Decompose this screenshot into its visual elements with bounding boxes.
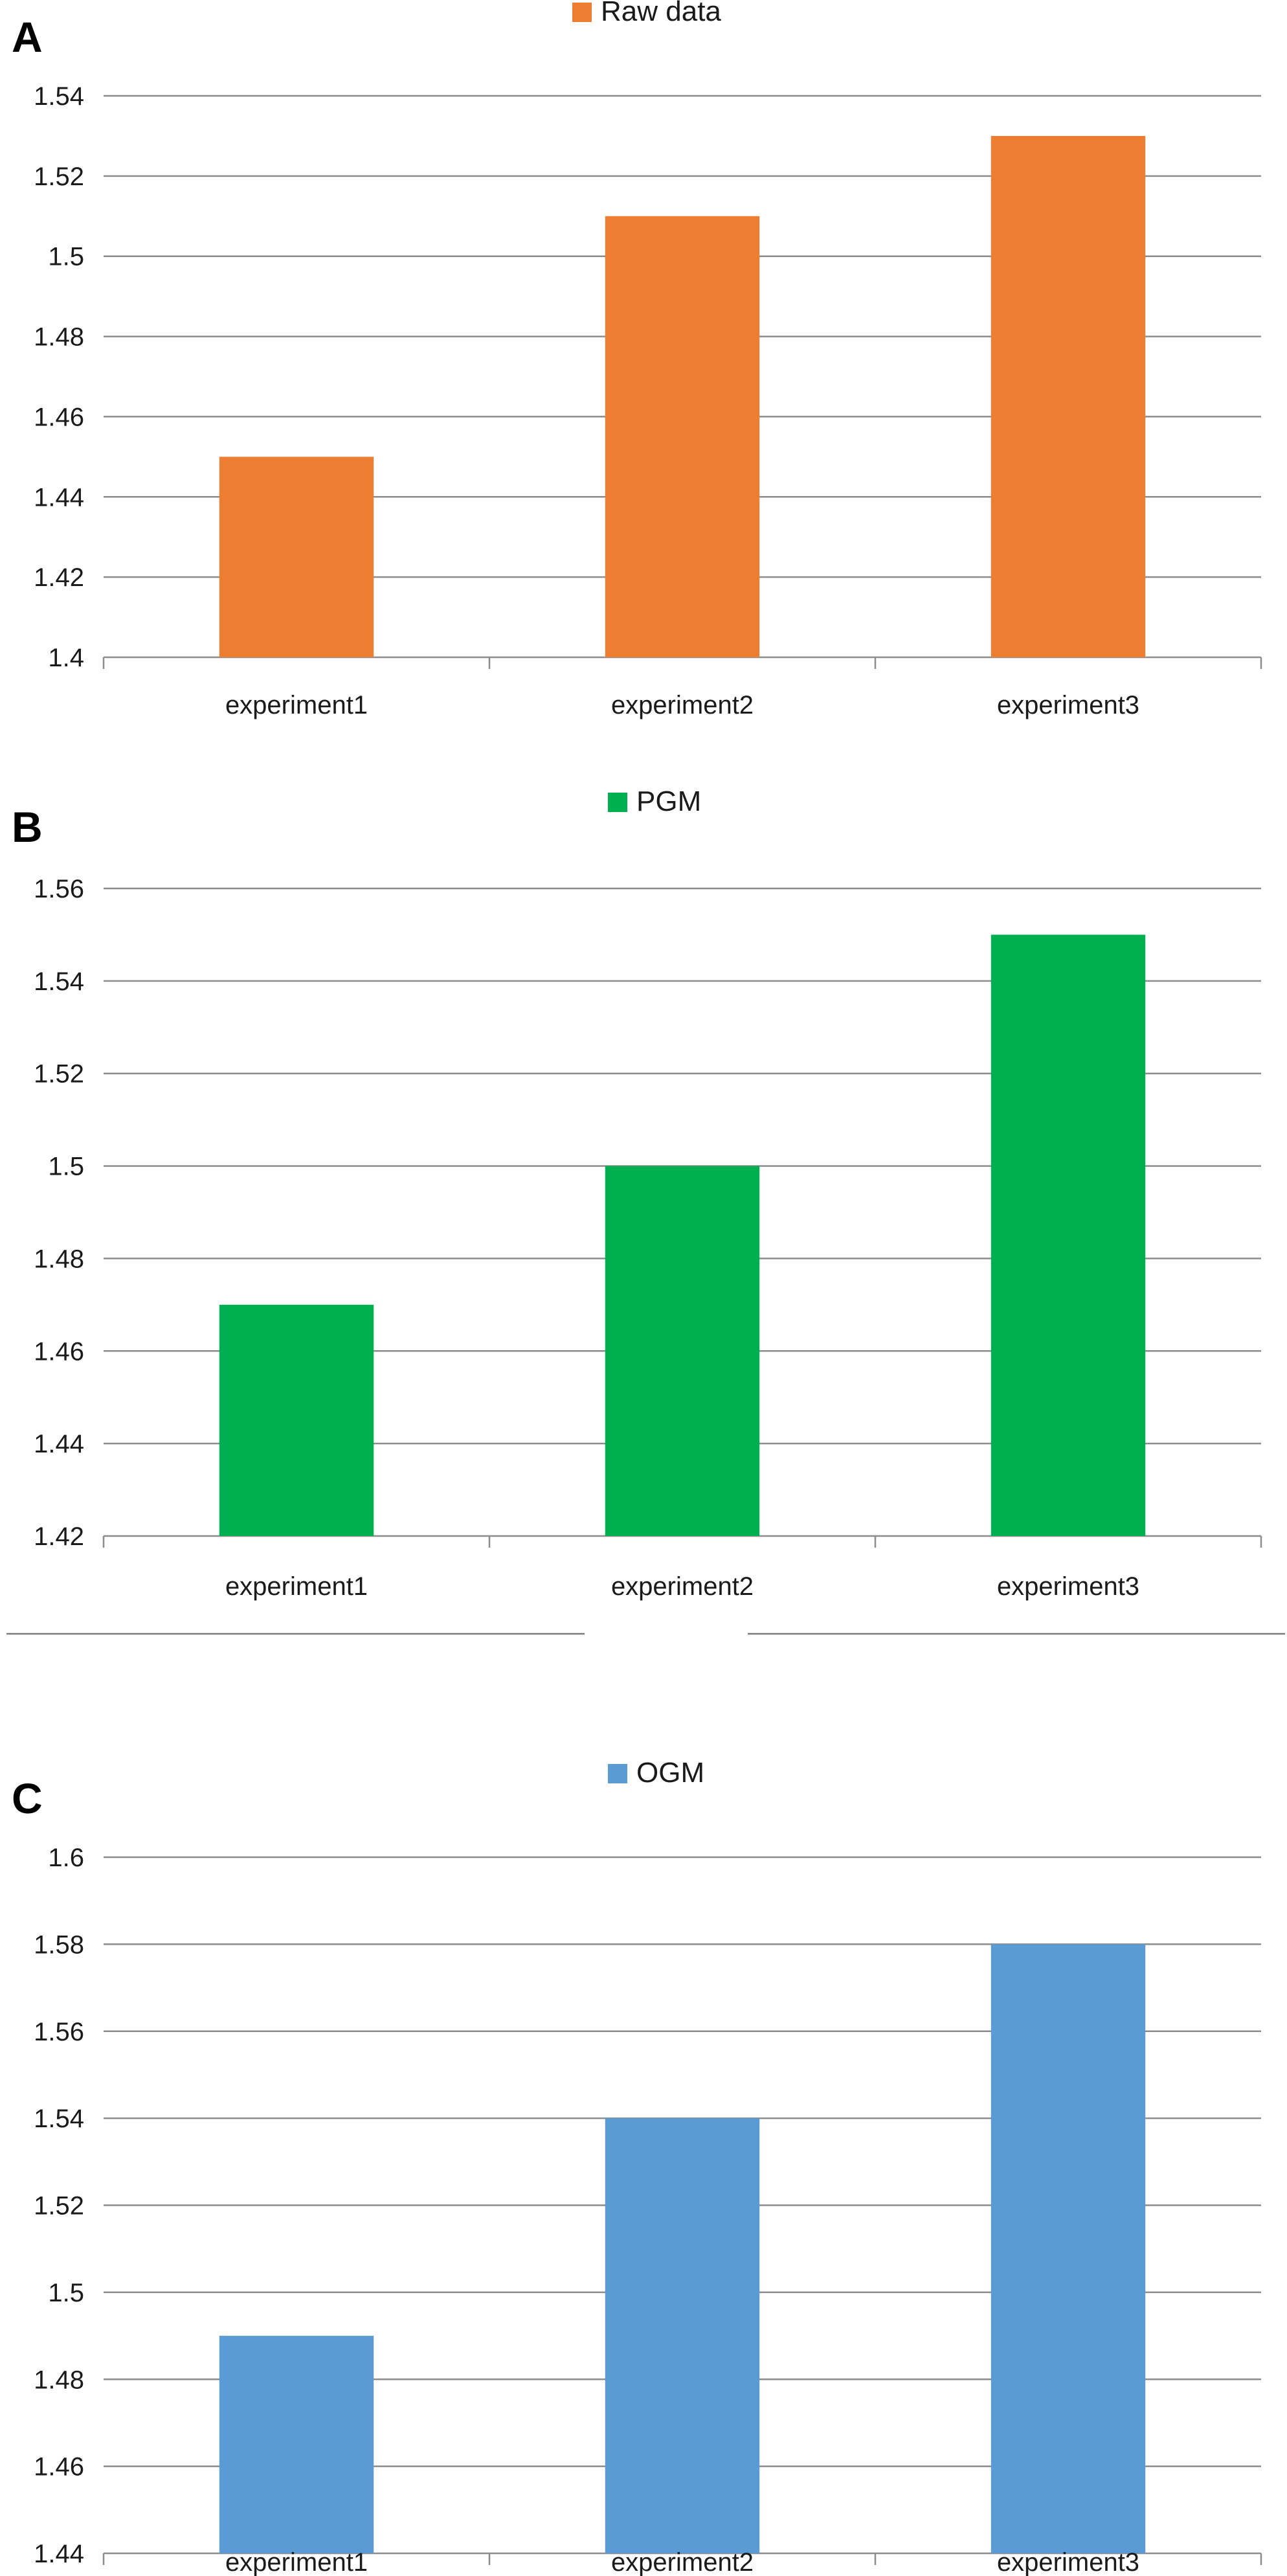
legend: Raw data [572, 0, 721, 27]
legend-label: OGM [636, 1757, 704, 1789]
y-tick-label: 1.56 [34, 2018, 84, 2046]
bar-experiment1 [219, 2336, 374, 2553]
panel-label: B [12, 803, 43, 851]
x-tick-label: experiment3 [997, 691, 1139, 719]
y-tick-label: 1.42 [34, 1522, 84, 1551]
y-tick-label: 1.58 [34, 1930, 84, 1959]
x-tick-label: experiment1 [225, 2548, 368, 2576]
bar-experiment2 [605, 1166, 760, 1536]
y-tick-label: 1.54 [34, 2105, 84, 2133]
panel-label: C [12, 1774, 43, 1822]
y-tick-label: 1.56 [34, 875, 84, 903]
bar-experiment1 [219, 457, 374, 657]
legend: OGM [608, 1757, 704, 1789]
legend-swatch [608, 793, 627, 812]
y-tick-label: 1.5 [48, 243, 84, 271]
y-tick-label: 1.4 [48, 644, 84, 672]
y-tick-label: 1.5 [48, 2279, 84, 2307]
x-tick-label: experiment1 [225, 1572, 368, 1601]
bar-experiment3 [990, 135, 1146, 657]
y-tick-label: 1.46 [34, 403, 84, 431]
legend-label: PGM [636, 785, 701, 817]
y-tick-label: 1.46 [34, 2453, 84, 2481]
y-tick-label: 1.42 [34, 563, 84, 592]
x-tick-label: experiment2 [611, 2548, 754, 2576]
y-tick-label: 1.48 [34, 1245, 84, 1273]
y-tick-label: 1.54 [34, 967, 84, 996]
y-tick-label: 1.52 [34, 2192, 84, 2220]
bar-experiment2 [605, 2118, 760, 2553]
chart-panel-a: A 1.4 1.42 1.44 1.46 1.48 1.5 1.52 1.54 experimen… [12, 0, 1262, 719]
x-tick-label: experiment1 [225, 691, 368, 719]
bar-experiment1 [219, 1304, 374, 1536]
chart-panel-c: C 1.44 1.46 1.48 1.5 1.52 1.54 1.56 1.58 1.6 exper… [12, 1757, 1262, 2576]
y-tick-label: 1.44 [34, 2540, 84, 2568]
chart-panel-b: B 1.42 1.44 1.46 1.48 1.5 1.52 1.54 1.56 experime… [12, 785, 1262, 1601]
y-tick-label: 1.52 [34, 163, 84, 191]
y-tick-label: 1.52 [34, 1060, 84, 1089]
x-tick-label: experiment2 [611, 1572, 754, 1601]
y-tick-label: 1.48 [34, 2366, 84, 2394]
legend-swatch [572, 3, 592, 22]
x-tick-label: experiment3 [997, 2548, 1139, 2576]
y-tick-label: 1.6 [48, 1844, 84, 1872]
y-tick-label: 1.44 [34, 1430, 84, 1458]
bar-experiment2 [605, 216, 760, 657]
bar-experiment3 [990, 934, 1146, 1536]
legend: PGM [608, 785, 701, 817]
y-tick-label: 1.48 [34, 323, 84, 352]
x-tick-label: experiment2 [611, 691, 754, 719]
y-tick-label: 1.44 [34, 483, 84, 512]
y-tick-label: 1.46 [34, 1337, 84, 1366]
x-tick-label: experiment3 [997, 1572, 1139, 1601]
legend-swatch [608, 1764, 627, 1783]
legend-label: Raw data [601, 0, 721, 27]
y-tick-label: 1.54 [34, 82, 84, 111]
y-tick-label: 1.5 [48, 1153, 84, 1181]
bar-experiment3 [990, 1944, 1146, 2553]
panel-label: A [12, 13, 43, 61]
